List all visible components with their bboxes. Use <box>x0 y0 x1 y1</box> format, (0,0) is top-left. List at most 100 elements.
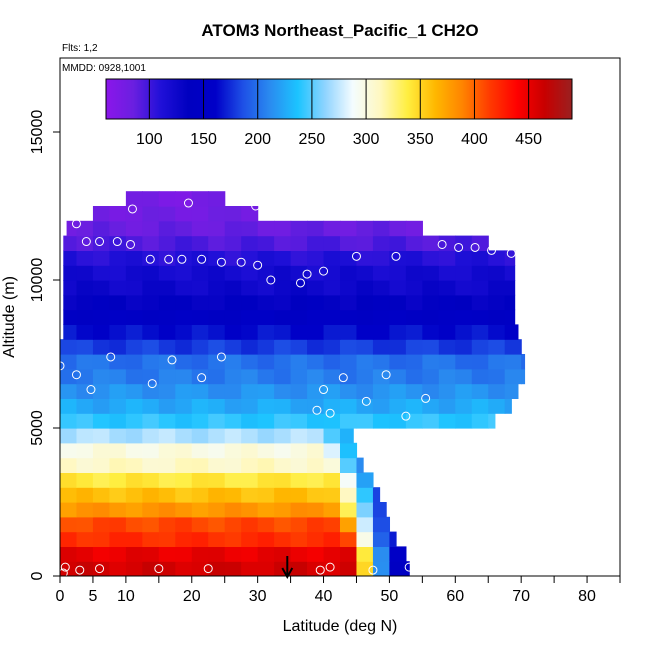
heatmap-cell <box>257 457 275 473</box>
heatmap-cell <box>274 457 292 473</box>
observation-point <box>197 254 207 264</box>
heatmap-cell <box>290 442 308 459</box>
heatmap-cell <box>224 531 242 547</box>
heatmap-cell <box>175 309 193 325</box>
heatmap-cell <box>405 368 423 385</box>
heatmap-cell <box>76 531 94 547</box>
heatmap-cell <box>356 516 374 533</box>
heatmap-cell <box>125 309 143 325</box>
heatmap-cell <box>438 413 456 429</box>
heatmap-cell <box>142 294 160 311</box>
heatmap-cell <box>158 457 176 473</box>
heatmap-cell <box>142 561 160 576</box>
heatmap-cell <box>76 398 94 414</box>
heatmap-cell <box>224 428 242 444</box>
observation-point <box>60 562 70 572</box>
heatmap-cell <box>125 294 143 311</box>
heatmap-cell <box>307 546 325 562</box>
observation-point <box>381 370 391 380</box>
heatmap-cell <box>175 220 193 237</box>
heatmap-cell <box>274 220 292 237</box>
heatmap-cell <box>158 354 176 370</box>
observation-point <box>203 564 213 574</box>
heatmap-cell <box>76 265 94 281</box>
heatmap-cell <box>175 487 193 503</box>
heatmap-cell <box>76 235 94 251</box>
heatmap-cell <box>389 383 407 399</box>
heatmap-cell <box>76 428 94 444</box>
colorbar-ticks: 100 150 200 250 300 350 400 450 <box>136 79 542 148</box>
heatmap-cell <box>307 472 325 488</box>
heatmap-cell <box>76 250 94 266</box>
heatmap-cell <box>191 546 209 562</box>
heatmap-cell <box>92 235 111 251</box>
heatmap-cell <box>109 339 127 355</box>
x-tick-label: 60 <box>446 588 464 605</box>
heatmap-cell <box>389 531 397 547</box>
heatmap-cell <box>356 502 374 518</box>
heatmap-cell <box>175 339 193 355</box>
heatmap-cell <box>274 265 292 281</box>
heatmap-cell <box>274 354 292 370</box>
heatmap-cell <box>521 354 526 370</box>
heatmap-cell <box>125 383 143 399</box>
heatmap-cell <box>76 516 94 533</box>
heatmap-cell <box>307 235 325 251</box>
heatmap-cell <box>372 324 391 340</box>
heatmap-cell <box>356 220 374 237</box>
heatmap-cell <box>158 383 176 399</box>
heatmap-cell <box>208 383 226 399</box>
heatmap-cell <box>241 413 259 429</box>
heatmap-cell <box>191 442 209 459</box>
heatmap-cell <box>158 472 176 488</box>
observation-point <box>295 278 305 288</box>
colorbar-tick-label: 300 <box>353 131 380 148</box>
heatmap-cell <box>125 265 143 281</box>
heatmap-cell <box>158 191 176 207</box>
heatmap-cell <box>307 487 325 503</box>
heatmap-cell <box>274 235 292 251</box>
heatmap-cell <box>438 280 456 296</box>
heatmap-cell <box>340 339 358 355</box>
heatmap-cell <box>158 309 176 325</box>
heatmap-cell <box>92 280 111 296</box>
heatmap-cell <box>175 413 193 429</box>
heatmap-cell <box>455 280 473 296</box>
heatmap-cell <box>158 368 176 385</box>
observation-point <box>266 275 276 285</box>
heatmap-cell <box>60 354 78 370</box>
colorbar-tick-label: 400 <box>461 131 488 148</box>
heatmap-cell <box>208 428 226 444</box>
heatmap-cell <box>340 516 358 533</box>
heatmap-cell <box>175 531 193 547</box>
heatmap-cell <box>471 354 489 370</box>
heatmap-cell <box>504 324 519 340</box>
heatmap-cell <box>504 354 522 370</box>
observation-point <box>236 257 246 267</box>
heatmap-cell <box>274 368 292 385</box>
heatmap-cell <box>175 442 193 459</box>
heatmap-cell <box>125 502 143 518</box>
heatmap-cell <box>109 546 127 562</box>
heatmap-cell <box>471 235 489 251</box>
heatmap-cell <box>422 339 440 355</box>
heatmap-cell <box>372 339 391 355</box>
heatmap-cell <box>257 413 275 429</box>
heatmap-cell <box>63 280 78 296</box>
heatmap-cell <box>389 561 407 576</box>
heatmap-cell <box>372 250 391 266</box>
heatmap-cell <box>224 472 242 488</box>
heatmap-cell <box>158 265 176 281</box>
heatmap-cell <box>422 309 440 325</box>
heatmap-cell <box>224 250 242 266</box>
heatmap-cell <box>76 487 94 503</box>
heatmap-cell <box>389 546 407 562</box>
heatmap-cell <box>488 265 506 281</box>
heatmap-cell <box>92 457 111 473</box>
heatmap-cell <box>125 220 143 237</box>
heatmap-cell <box>125 442 143 459</box>
observation-point <box>71 370 81 380</box>
heatmap-cell <box>241 516 259 533</box>
heatmap-cell <box>307 250 325 266</box>
heatmap-cell <box>125 339 143 355</box>
